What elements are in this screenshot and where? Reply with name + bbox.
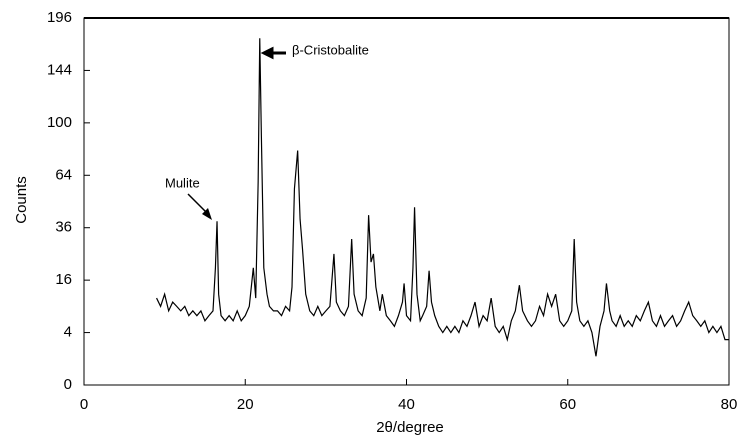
y-tick-label: 4 — [64, 324, 72, 341]
x-tick-label: 20 — [237, 396, 254, 413]
x-tick-label: 0 — [80, 396, 88, 413]
y-tick-label: 144 — [47, 61, 72, 78]
annotation: Mulite — [165, 175, 200, 190]
y-tick-label: 100 — [47, 114, 72, 131]
plot-frame — [83, 17, 730, 386]
y-tick-label: 16 — [55, 271, 72, 288]
x-axis-label: 2θ/degree — [376, 419, 444, 436]
x-tick-label: 60 — [559, 396, 576, 413]
y-tick-label: 36 — [55, 219, 72, 236]
y-axis-label: Counts — [13, 176, 30, 224]
y-tick-label: 0 — [64, 376, 72, 393]
y-tick-label: 64 — [55, 166, 72, 183]
data-line — [156, 38, 729, 357]
x-tick-label: 40 — [398, 396, 415, 413]
annotation-arrow — [260, 46, 286, 60]
annotation-arrow — [187, 193, 209, 215]
annotation: β-Cristobalite — [292, 42, 369, 57]
annotation-arrowhead — [202, 208, 212, 220]
y-tick-label: 196 — [47, 9, 72, 26]
x-tick-label: 80 — [721, 396, 738, 413]
